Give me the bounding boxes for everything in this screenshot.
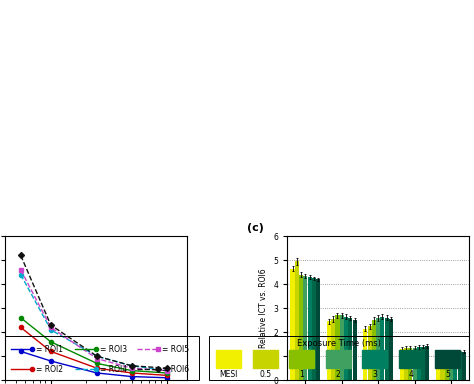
Bar <box>399 350 424 368</box>
Bar <box>389 319 393 380</box>
Bar <box>400 349 404 380</box>
Bar <box>331 319 335 380</box>
Bar <box>327 321 331 380</box>
Bar <box>368 326 372 380</box>
Y-axis label: Relative ICT vs. ROI6: Relative ICT vs. ROI6 <box>259 268 268 348</box>
Text: 0.5: 0.5 <box>259 371 271 379</box>
Text: MESI: MESI <box>219 371 238 379</box>
Bar <box>421 347 425 380</box>
Bar <box>303 276 307 380</box>
Text: 1: 1 <box>300 371 304 379</box>
Bar <box>440 353 445 380</box>
Text: (c): (c) <box>247 223 264 233</box>
Bar <box>376 318 380 380</box>
Bar <box>462 352 466 380</box>
Bar <box>372 320 376 380</box>
Text: 4: 4 <box>409 371 414 379</box>
Text: = ROI3: = ROI3 <box>100 345 127 354</box>
Bar <box>316 280 320 380</box>
Text: = ROI5: = ROI5 <box>162 345 189 354</box>
Text: 3: 3 <box>372 371 377 379</box>
Bar <box>364 329 367 380</box>
Text: (a): (a) <box>9 16 27 26</box>
Text: = ROI6: = ROI6 <box>162 365 189 374</box>
Bar <box>457 353 462 380</box>
Bar <box>326 350 351 368</box>
Bar <box>445 353 449 380</box>
Bar <box>253 350 278 368</box>
Bar <box>453 353 457 380</box>
Bar <box>404 348 408 380</box>
Bar <box>449 353 453 380</box>
Bar <box>436 354 440 380</box>
Bar <box>299 275 303 380</box>
Text: 2: 2 <box>336 371 341 379</box>
Bar <box>312 278 316 380</box>
Bar <box>362 350 387 368</box>
Bar <box>291 269 294 380</box>
Text: = ROI2: = ROI2 <box>36 365 63 374</box>
Bar <box>353 320 356 380</box>
Bar <box>381 317 384 380</box>
Bar <box>425 346 429 380</box>
Bar <box>435 350 460 368</box>
Bar <box>336 315 339 380</box>
Bar <box>308 277 311 380</box>
Bar <box>348 318 352 380</box>
Text: = ROI4: = ROI4 <box>100 365 127 374</box>
Bar <box>289 350 314 368</box>
Bar <box>295 262 299 380</box>
Bar <box>408 348 412 380</box>
Text: 5: 5 <box>445 371 450 379</box>
Bar <box>417 347 421 380</box>
Text: = ROI1: = ROI1 <box>36 345 63 354</box>
Bar <box>340 315 344 380</box>
Bar <box>412 348 417 380</box>
Bar <box>216 350 241 368</box>
Bar <box>385 318 389 380</box>
Text: Exposure Time (ms): Exposure Time (ms) <box>297 339 381 348</box>
Bar <box>344 317 348 380</box>
